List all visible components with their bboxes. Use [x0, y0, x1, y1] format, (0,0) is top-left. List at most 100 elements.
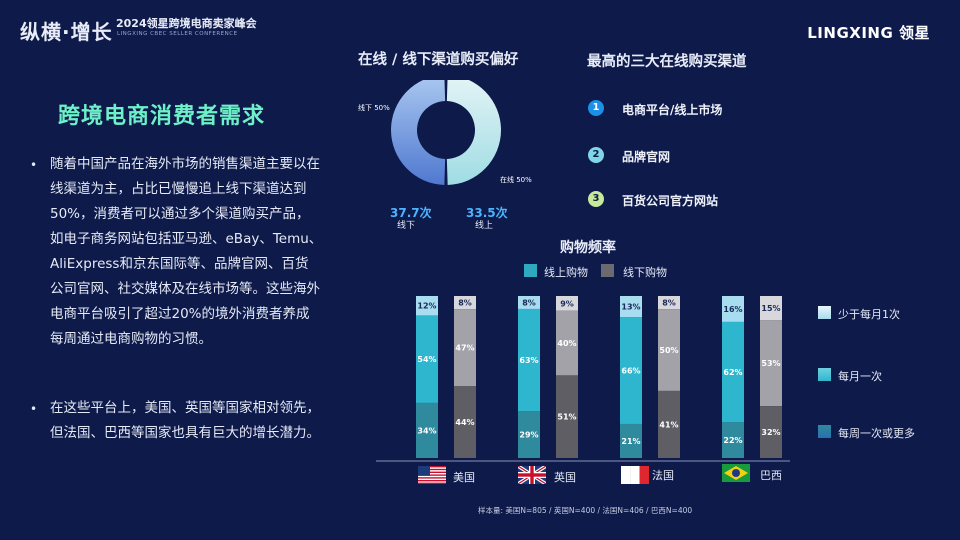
- bar-online-0: [620, 296, 642, 318]
- paragraph-1: 随着中国产品在海外市场的销售渠道主要以在 线渠道为主，占比已慢慢追上线下渠道达到…: [50, 152, 340, 352]
- para2-line: 在这些平台上，美国、英国等国家相对领先，: [50, 400, 320, 416]
- sample-size-note: 样本量: 美国N=805 / 英国N=400 / 法国N=406 / 巴西N=4…: [478, 506, 693, 515]
- para1-line: 电商平台吸引了超过20%的境外消费者养成: [50, 306, 310, 322]
- donut-label-offline: 线下 50%: [358, 103, 390, 112]
- bar-label-online: 54%: [417, 355, 436, 364]
- bar-offline-2: [454, 386, 476, 458]
- bar-label-online: 22%: [723, 436, 742, 445]
- country-label-us: 美国: [453, 471, 475, 484]
- brazil-flag-icon: [722, 464, 750, 482]
- para2-line: 但法国、巴西等国家也具有巨大的增长潜力。: [50, 425, 320, 441]
- stat-offline-label: 线下: [397, 221, 416, 231]
- bar-offline-2: [658, 390, 680, 458]
- legend-offline-swatch: [601, 264, 614, 277]
- section-title: 跨境电商消费者需求: [58, 104, 266, 129]
- bar-label-online: 29%: [519, 431, 538, 440]
- bar-offline-0: [454, 296, 476, 310]
- stat-online-label: 线上: [475, 221, 494, 231]
- stat-offline-value: 37.7次: [390, 206, 432, 220]
- legend-monthly-label: 每月一次: [838, 370, 882, 383]
- bar-label-online: 16%: [723, 305, 742, 314]
- donut-slice-offline: [391, 80, 446, 185]
- channel-2-label: 品牌官网: [622, 150, 671, 164]
- donut-heading: 在线 / 线下渠道购买偏好: [358, 52, 519, 68]
- bar-offline-0: [556, 296, 578, 311]
- chart-title: 购物频率: [560, 240, 616, 256]
- bar-label-offline: 53%: [761, 359, 780, 368]
- bar-online-1: [620, 317, 642, 424]
- rank-3-badge: 3: [588, 191, 604, 207]
- bar-label-offline: 8%: [458, 299, 472, 308]
- legend-less-monthly-label: 少于每月1次: [838, 308, 900, 321]
- country-label-brazil: 巴西: [760, 469, 782, 482]
- frequency-bar-chart: 12% 54% 34% 8% 47% 44% 8% 63% 29% 9% 40% 51% 13% 66% 2…: [376, 296, 790, 462]
- bar-offline-0: [760, 296, 782, 321]
- brand-title: 纵横·增长: [20, 20, 113, 44]
- bar-label-online: 8%: [522, 298, 536, 307]
- para1-line: AliExpress和京东国际等、品牌官网、百货: [50, 256, 309, 272]
- bar-offline-2: [556, 375, 578, 458]
- bar-online-0: [722, 296, 744, 322]
- event-subtitle: LINGXING CBEC SELLER CONFERENCE: [117, 31, 238, 37]
- bar-label-offline: 40%: [557, 339, 576, 348]
- stat-online-value: 33.5次: [466, 206, 508, 220]
- donut-chart: 线下 50% 在线 50%: [358, 80, 532, 185]
- bar-online-0: [518, 296, 540, 309]
- legend-less-monthly-swatch: [818, 306, 831, 319]
- para1-line: 随着中国产品在海外市场的销售渠道主要以在: [50, 156, 320, 172]
- bar-label-offline: 44%: [455, 418, 474, 427]
- bar-label-offline: 32%: [761, 428, 780, 437]
- para1-line: 每周通过电商购物的习惯。: [50, 331, 212, 347]
- france-flag-icon: [621, 466, 649, 484]
- legend-online-swatch: [524, 264, 537, 277]
- bullet-dot-1: •: [30, 158, 38, 172]
- bar-label-offline: 47%: [455, 344, 474, 353]
- legend-weekly-swatch: [818, 425, 831, 438]
- bullet-dot-2: •: [30, 402, 38, 416]
- bar-label-online: 62%: [723, 368, 742, 377]
- bar-online-0: [416, 296, 438, 316]
- bar-label-offline: 9%: [560, 299, 574, 308]
- bar-label-online: 63%: [519, 356, 538, 365]
- channel-1-label: 电商平台/线上市场: [622, 103, 723, 117]
- bar-offline-1: [658, 309, 680, 391]
- bar-online-1: [518, 308, 540, 412]
- rank-1-badge: 1: [588, 100, 604, 116]
- para1-line: 如电子商务网站包括亚马逊、eBay、Temu、: [50, 231, 323, 247]
- para1-line: 线渠道为主，占比已慢慢追上线下渠道达到: [50, 181, 307, 197]
- bar-label-offline: 8%: [662, 299, 676, 308]
- country-label-uk: 英国: [554, 471, 576, 484]
- lingxing-logo: LINGXING 领星: [807, 24, 930, 42]
- bar-label-online: 66%: [621, 367, 640, 376]
- bar-online-1: [722, 321, 744, 423]
- bar-label-offline: 50%: [659, 346, 678, 355]
- paragraph-2: 在这些平台上，美国、英国等国家相对领先， 但法国、巴西等国家也具有巨大的增长潜力…: [50, 396, 340, 446]
- bar-online-2: [620, 423, 642, 458]
- para1-line: 公司官网、社交媒体及在线市场等。这些海外: [50, 281, 320, 297]
- bar-label-offline: 15%: [761, 304, 780, 313]
- bar-offline-1: [454, 309, 476, 386]
- channel-3-label: 百货公司官方网站: [622, 194, 719, 208]
- bar-online-2: [518, 411, 540, 458]
- legend-online-label: 线上购物: [544, 266, 588, 279]
- country-label-france: 法国: [652, 469, 674, 482]
- us-flag-icon: [418, 466, 446, 484]
- legend-weekly-label: 每周一次或更多: [838, 427, 915, 440]
- event-title: 2024领星跨境电商卖家峰会: [116, 17, 257, 30]
- legend-monthly-swatch: [818, 368, 831, 381]
- bar-online-2: [416, 402, 438, 458]
- bar-label-offline: 41%: [659, 420, 678, 429]
- bar-online-1: [416, 315, 438, 403]
- bar-label-online: 13%: [621, 303, 640, 312]
- legend-offline-label: 线下购物: [623, 266, 667, 279]
- bar-offline-1: [556, 310, 578, 376]
- bar-online-2: [722, 422, 744, 458]
- uk-flag-icon: [518, 466, 546, 484]
- bar-offline-0: [658, 296, 680, 310]
- bar-offline-1: [760, 320, 782, 407]
- rank-2-badge: 2: [588, 147, 604, 163]
- bar-offline-2: [760, 406, 782, 458]
- donut-label-online: 在线 50%: [500, 175, 532, 184]
- top3-heading: 最高的三大在线购买渠道: [587, 54, 747, 70]
- para1-line: 50%，消费者可以通过多个渠道购买产品，: [50, 206, 310, 222]
